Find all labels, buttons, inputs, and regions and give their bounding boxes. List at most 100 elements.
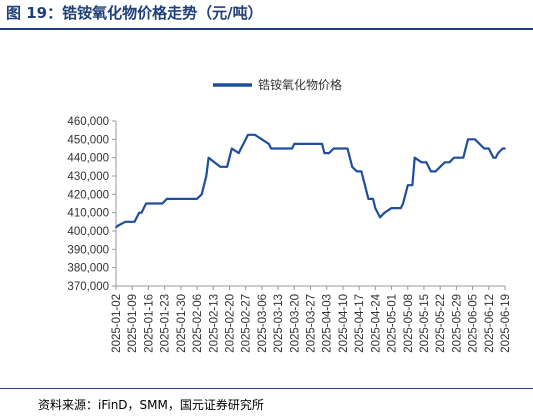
y-tick-label: 370,000: [67, 281, 109, 293]
x-tick-label: 2025-02-06: [192, 294, 204, 353]
x-tick-label: 2025-05-22: [435, 294, 447, 353]
data-point: [494, 156, 497, 159]
x-tick-label: 2025-06-12: [484, 294, 496, 353]
data-point: [379, 216, 381, 219]
data-point: [291, 147, 293, 150]
data-point: [328, 152, 330, 155]
data-point: [411, 184, 414, 187]
data-point: [302, 143, 305, 145]
data-point: [237, 152, 240, 155]
data-point: [166, 198, 168, 200]
data-point: [383, 211, 386, 214]
data-point: [145, 202, 148, 205]
data-point: [504, 147, 506, 150]
data-point: [117, 224, 120, 227]
x-tick-label: 2025-03-13: [273, 294, 285, 353]
data-point: [207, 156, 210, 159]
y-axis-ticks: 460,000 450,000 440,000 430,000 420,000 410,0…: [67, 116, 116, 293]
data-point: [448, 161, 451, 164]
data-point: [200, 193, 203, 196]
data-point: [402, 202, 404, 205]
data-point: [230, 147, 233, 150]
data-point: [462, 156, 465, 159]
price-series-points: [115, 133, 506, 229]
data-point: [372, 198, 374, 200]
data-point: [406, 184, 409, 187]
data-point: [226, 165, 229, 168]
data-point: [124, 220, 127, 223]
data-point: [360, 170, 363, 173]
data-point: [115, 226, 117, 229]
x-tick-label: 2025-05-29: [451, 294, 463, 353]
y-tick-label: 380,000: [67, 263, 109, 275]
x-tick-label: 2025-05-01: [387, 294, 399, 353]
source-note: 资料来源：iFinD，SMM，国元证券研究所: [38, 398, 264, 412]
data-point: [399, 207, 402, 210]
data-point: [483, 147, 486, 150]
y-tick-label: 390,000: [67, 244, 109, 256]
x-tick-label: 2025-04-03: [322, 294, 334, 353]
price-series-line: [115, 133, 505, 229]
data-point: [497, 152, 499, 155]
y-tick-label: 420,000: [67, 189, 109, 201]
x-tick-label: 2025-01-23: [160, 294, 172, 353]
data-point: [374, 207, 377, 210]
data-point: [267, 143, 270, 145]
data-point: [323, 152, 326, 155]
data-point: [346, 147, 349, 150]
y-tick-label: 450,000: [67, 134, 109, 146]
legend-label: 锆铵氧化物价格: [258, 77, 342, 92]
y-tick-label: 400,000: [67, 226, 109, 238]
data-point: [453, 156, 455, 159]
data-point: [223, 165, 226, 168]
x-tick-label: 2025-06-19: [500, 294, 512, 353]
data-point: [293, 143, 296, 145]
y-tick-label: 460,000: [67, 116, 109, 128]
data-point: [474, 138, 476, 141]
figure-title: 图 19：锆铵氧化物价格走势（元/吨）: [6, 4, 263, 22]
data-point: [467, 138, 469, 141]
bottom-rule: [0, 388, 533, 389]
data-point: [365, 188, 367, 191]
data-point: [161, 202, 164, 205]
data-point: [254, 133, 256, 136]
data-point: [409, 184, 411, 187]
data-point: [321, 143, 323, 145]
data-point: [140, 211, 143, 214]
data-point: [443, 161, 446, 164]
x-tick-label: 2025-01-30: [176, 294, 188, 353]
y-tick-label: 410,000: [67, 208, 109, 220]
data-point: [247, 133, 249, 136]
data-point: [413, 156, 416, 159]
data-point: [133, 220, 136, 223]
x-tick-label: 2025-05-15: [419, 294, 431, 353]
x-tick-label: 2025-04-24: [370, 293, 382, 352]
data-point: [196, 198, 198, 200]
data-point: [478, 143, 481, 145]
x-tick-label: 2025-04-17: [354, 294, 366, 353]
data-point: [270, 147, 272, 150]
data-point: [367, 198, 370, 200]
chart-legend: 锆铵氧化物价格: [213, 77, 342, 92]
data-point: [390, 207, 393, 210]
data-point: [205, 175, 208, 177]
x-tick-label: 2025-06-05: [468, 294, 480, 353]
data-point: [355, 170, 358, 173]
data-point: [219, 165, 222, 168]
title-rule: [0, 28, 533, 30]
x-tick-label: 2025-03-27: [306, 294, 318, 353]
x-tick-label: 2025-01-09: [127, 294, 139, 353]
data-point: [305, 143, 307, 145]
data-point: [501, 147, 504, 150]
data-point: [469, 138, 472, 141]
data-point: [332, 147, 335, 150]
data-point: [351, 165, 354, 168]
x-tick-label: 2025-05-08: [403, 294, 415, 353]
price-line-chart: 锆铵氧化物价格 460,000 450,000 440,000 430,000 420,…: [67, 77, 512, 353]
x-tick-label: 2025-04-10: [338, 294, 350, 353]
data-point: [439, 165, 442, 168]
x-tick-label: 2025-02-13: [208, 294, 220, 353]
x-tick-label: 2025-01-16: [143, 294, 155, 353]
data-point: [138, 211, 141, 214]
data-point: [430, 170, 432, 173]
